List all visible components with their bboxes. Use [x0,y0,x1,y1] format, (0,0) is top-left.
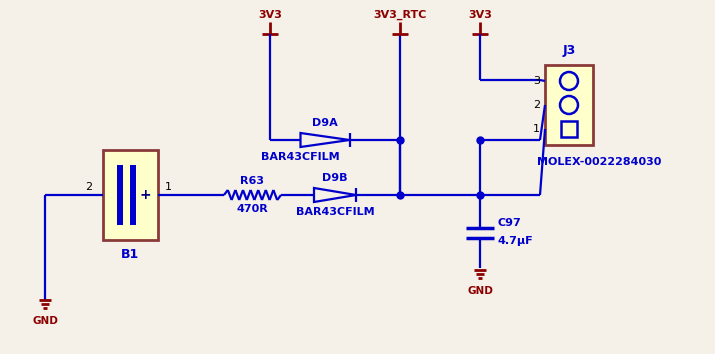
Text: 3V3_RTC: 3V3_RTC [373,10,427,20]
Text: BAR43CFILM: BAR43CFILM [261,152,340,162]
Text: 470R: 470R [236,204,268,214]
Text: GND: GND [32,316,58,326]
Bar [130,165,137,225]
Text: J3: J3 [563,44,576,57]
Text: 1: 1 [533,124,540,134]
Text: 3: 3 [533,76,540,86]
Text: BAR43CFILM: BAR43CFILM [296,207,375,217]
Bar [561,121,577,137]
Text: C97: C97 [497,218,521,228]
Text: D9A: D9A [312,118,338,128]
Text: R63: R63 [240,176,264,186]
Text: B1: B1 [122,248,139,261]
Text: 4.7μF: 4.7μF [497,236,533,246]
Bar [103,150,158,240]
Text: 2: 2 [85,182,92,192]
Text: +: + [139,188,151,202]
Text: 2: 2 [533,100,540,110]
Text: GND: GND [467,286,493,296]
Bar [545,65,593,145]
Text: 3V3: 3V3 [468,10,492,20]
Text: MOLEX-0022284030: MOLEX-0022284030 [537,157,661,167]
Text: D9B: D9B [322,173,347,183]
Text: 1: 1 [164,182,172,192]
Text: 3V3: 3V3 [258,10,282,20]
Bar [117,165,122,225]
